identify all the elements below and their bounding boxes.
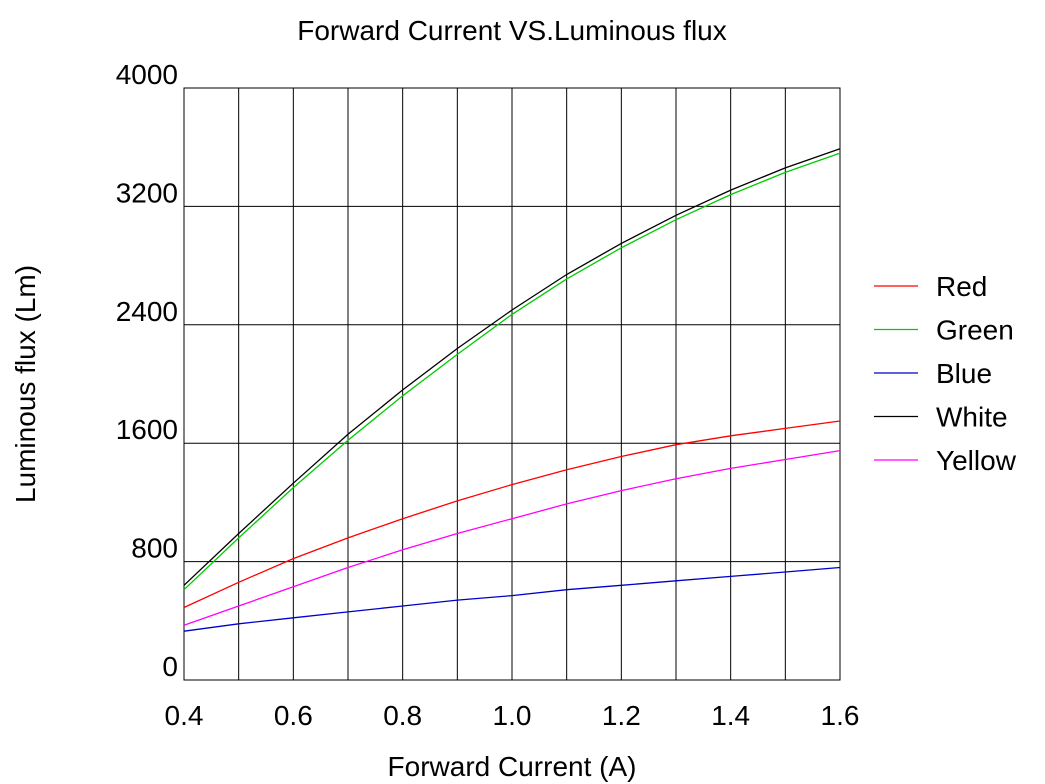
y-axis-label: Luminous flux (Lm)	[10, 265, 41, 503]
legend-label-red: Red	[936, 271, 987, 302]
x-tick-label: 0.8	[383, 700, 422, 731]
x-axis-label: Forward Current (A)	[388, 751, 637, 782]
legend-label-yellow: Yellow	[936, 445, 1017, 476]
legend-label-green: Green	[936, 315, 1014, 346]
legend-label-blue: Blue	[936, 358, 992, 389]
x-tick-label: 1.0	[493, 700, 532, 731]
x-tick-label: 1.4	[711, 700, 750, 731]
y-tick-label: 2400	[116, 296, 178, 327]
series-line-blue	[183, 566, 841, 632]
legend-label-white: White	[936, 402, 1008, 433]
x-tick-label: 0.6	[274, 700, 313, 731]
series-line-green	[183, 152, 841, 591]
legend: Red Green Blue White Yellow	[874, 271, 1017, 476]
chart-title: Forward Current VS.Luminous flux	[297, 15, 727, 46]
y-tick-label: 3200	[116, 177, 178, 208]
plot-grid	[184, 88, 840, 680]
series-line-white	[183, 148, 841, 586]
series-lines	[183, 148, 841, 632]
plot-frame	[183, 87, 841, 681]
series-line-red	[183, 420, 841, 609]
x-tick-label: 0.4	[165, 700, 204, 731]
x-tick-labels: 0.4 0.6 0.8 1.0 1.2 1.4 1.6	[165, 700, 860, 731]
y-tick-label: 1600	[116, 414, 178, 445]
x-tick-label: 1.6	[821, 700, 860, 731]
y-tick-label: 800	[131, 533, 178, 564]
y-tick-label: 4000	[116, 59, 178, 90]
series-line-yellow	[183, 449, 841, 626]
y-tick-label: 0	[162, 651, 178, 682]
x-tick-label: 1.2	[602, 700, 641, 731]
y-tick-labels: 0 800 1600 2400 3200 4000	[116, 59, 178, 682]
